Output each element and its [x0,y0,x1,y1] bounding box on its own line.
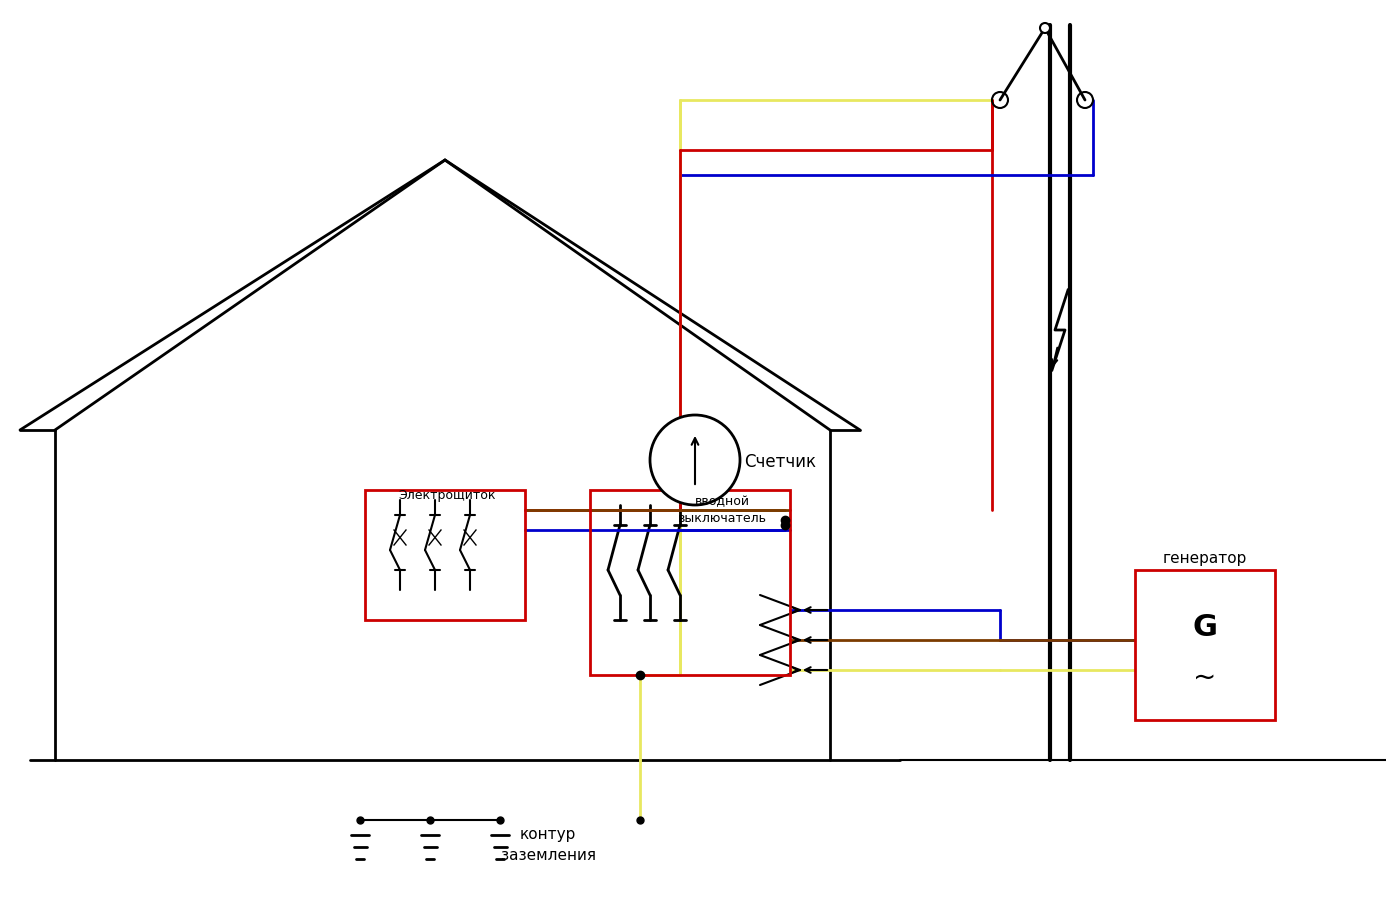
Text: вводной: вводной [694,496,750,508]
FancyBboxPatch shape [1135,570,1275,720]
Circle shape [650,415,740,505]
Text: заземления: заземления [500,849,596,863]
Text: контур: контур [520,826,577,842]
Text: генератор: генератор [1163,551,1247,565]
Text: ~: ~ [1193,664,1217,692]
Circle shape [1040,23,1051,33]
Text: Электрощиток: Электрощиток [398,489,496,503]
Text: выключатель: выключатель [678,512,766,525]
Text: Счетчик: Счетчик [744,453,816,471]
Text: G: G [1192,612,1217,641]
